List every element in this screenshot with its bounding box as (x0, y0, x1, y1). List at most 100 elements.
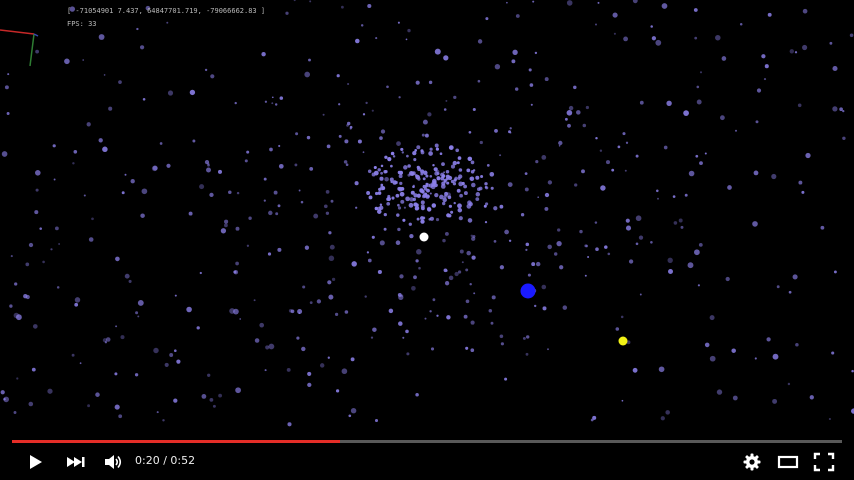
particle (490, 321, 494, 325)
particle (196, 326, 200, 330)
particle (441, 174, 446, 178)
particle (531, 262, 536, 267)
progress-played (12, 440, 340, 443)
particle (235, 226, 240, 231)
particle (761, 54, 766, 59)
particle (309, 301, 313, 304)
particle (445, 192, 451, 198)
particle (206, 167, 211, 173)
particle (696, 85, 700, 89)
particle (725, 276, 730, 282)
particle (328, 231, 332, 235)
particle (290, 309, 295, 314)
fullscreen-button[interactable] (811, 448, 837, 476)
particle (507, 182, 513, 188)
particle (417, 177, 421, 181)
particle (534, 51, 538, 55)
theater-mode-button[interactable] (775, 448, 801, 476)
particle (635, 215, 642, 222)
particle (398, 186, 403, 192)
particle (298, 189, 301, 192)
particle (130, 179, 135, 184)
particle (403, 206, 406, 209)
particle (399, 181, 403, 186)
particle (732, 395, 738, 401)
particle (450, 164, 456, 169)
particle (391, 196, 395, 200)
particle (159, 142, 163, 145)
particle (365, 101, 368, 105)
particle (471, 255, 476, 260)
particle (405, 196, 410, 202)
particle (273, 190, 278, 195)
particle (432, 180, 437, 185)
particle (422, 119, 428, 125)
particle (399, 191, 405, 197)
particle (72, 162, 75, 165)
particle (308, 58, 311, 62)
particle (114, 372, 118, 376)
particle (362, 151, 365, 154)
play-button[interactable] (22, 448, 48, 476)
particle (564, 117, 568, 121)
volume-button[interactable] (100, 448, 126, 476)
particle (617, 145, 621, 149)
particle (28, 242, 34, 248)
particle (405, 38, 408, 41)
particle (209, 192, 214, 198)
particle (35, 188, 39, 192)
particle (341, 368, 348, 375)
particle (756, 88, 762, 93)
particle (735, 129, 737, 132)
particle (420, 206, 425, 211)
particle (429, 147, 433, 151)
particle (389, 177, 394, 182)
particle (454, 176, 458, 181)
particle (173, 349, 177, 353)
particle (400, 199, 405, 204)
particle (192, 139, 196, 143)
particle (95, 392, 100, 397)
particle (442, 197, 447, 203)
particle (547, 244, 552, 250)
particle (444, 231, 449, 236)
particle (665, 410, 670, 415)
next-button[interactable] (63, 448, 89, 476)
particle (470, 348, 475, 353)
particle (306, 135, 311, 140)
particle (427, 112, 432, 117)
particle (771, 173, 777, 180)
yellow-marker (618, 336, 628, 346)
particle (335, 389, 340, 393)
video-controls: 0:20 / 0:52 (0, 430, 854, 480)
particle (400, 147, 404, 151)
particle (452, 160, 457, 166)
particle (398, 174, 403, 179)
particle (453, 201, 456, 205)
particle (234, 101, 237, 105)
particle (32, 324, 38, 329)
particle (42, 260, 45, 264)
particle (422, 177, 426, 181)
particle (189, 89, 196, 96)
particle (392, 180, 397, 185)
particle (380, 129, 386, 134)
progress-bar[interactable] (12, 440, 842, 443)
particle (102, 146, 108, 153)
particle (344, 139, 349, 144)
particle (576, 110, 581, 115)
particle (595, 247, 599, 251)
particle (470, 160, 475, 165)
particle (362, 113, 366, 116)
particle (499, 265, 505, 270)
settings-button[interactable] (739, 448, 765, 476)
particle (687, 262, 694, 269)
particle (373, 170, 379, 176)
particle (220, 228, 227, 234)
particle (217, 169, 223, 174)
particle (506, 1, 508, 4)
particle (209, 398, 214, 402)
particle (384, 176, 389, 182)
particle (424, 317, 427, 320)
